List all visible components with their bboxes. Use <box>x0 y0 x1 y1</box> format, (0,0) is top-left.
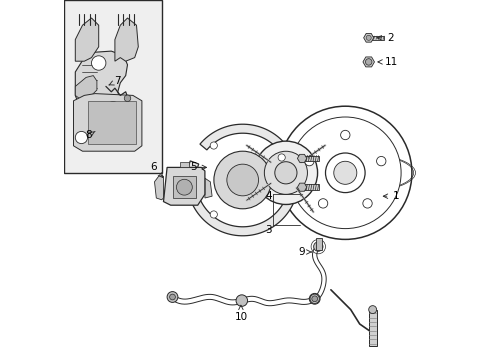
Circle shape <box>366 35 370 40</box>
Circle shape <box>318 199 327 208</box>
Circle shape <box>340 130 349 140</box>
Polygon shape <box>186 124 298 236</box>
Bar <box>172 176 196 198</box>
Circle shape <box>376 157 385 166</box>
Polygon shape <box>297 183 306 191</box>
Circle shape <box>278 154 285 161</box>
Bar <box>64 0 162 173</box>
Polygon shape <box>163 167 204 205</box>
Circle shape <box>368 306 376 314</box>
Circle shape <box>236 295 247 306</box>
Circle shape <box>167 292 178 302</box>
Text: 5: 5 <box>190 162 206 172</box>
Circle shape <box>309 293 320 304</box>
Bar <box>179 162 188 167</box>
Circle shape <box>309 294 319 303</box>
Polygon shape <box>363 33 373 42</box>
Text: 3: 3 <box>265 225 271 235</box>
Bar <box>302 184 319 190</box>
Circle shape <box>325 153 365 193</box>
Circle shape <box>210 142 217 149</box>
Circle shape <box>311 296 317 302</box>
Circle shape <box>254 141 317 204</box>
Circle shape <box>274 162 296 184</box>
Circle shape <box>278 106 411 239</box>
Text: 7: 7 <box>109 76 121 86</box>
Circle shape <box>226 164 258 196</box>
Polygon shape <box>75 51 127 116</box>
Circle shape <box>213 151 271 209</box>
Circle shape <box>210 211 217 218</box>
Bar <box>368 310 376 346</box>
Text: 8: 8 <box>85 130 95 140</box>
Text: 4: 4 <box>265 191 271 201</box>
Polygon shape <box>115 18 138 61</box>
Circle shape <box>264 151 307 194</box>
Circle shape <box>365 59 371 65</box>
Bar <box>88 101 136 144</box>
Polygon shape <box>75 18 99 61</box>
Bar <box>302 156 319 161</box>
Circle shape <box>362 199 371 208</box>
Circle shape <box>124 95 130 102</box>
Polygon shape <box>73 94 142 151</box>
Circle shape <box>313 242 322 251</box>
Text: 9: 9 <box>298 247 310 257</box>
Polygon shape <box>75 76 97 101</box>
Polygon shape <box>297 154 306 162</box>
Text: 11: 11 <box>377 57 397 67</box>
Text: 2: 2 <box>376 33 393 43</box>
Circle shape <box>106 102 120 114</box>
Circle shape <box>304 157 313 166</box>
Polygon shape <box>362 57 374 67</box>
Polygon shape <box>154 175 163 200</box>
Circle shape <box>75 131 87 144</box>
Bar <box>369 36 383 40</box>
Circle shape <box>169 294 175 300</box>
Bar <box>315 238 322 250</box>
Text: 6: 6 <box>150 162 163 177</box>
Text: 1: 1 <box>383 191 398 201</box>
Circle shape <box>91 56 106 70</box>
Circle shape <box>333 161 356 184</box>
Circle shape <box>176 179 192 195</box>
Polygon shape <box>204 178 212 198</box>
Text: 10: 10 <box>234 305 247 322</box>
Circle shape <box>289 117 400 229</box>
